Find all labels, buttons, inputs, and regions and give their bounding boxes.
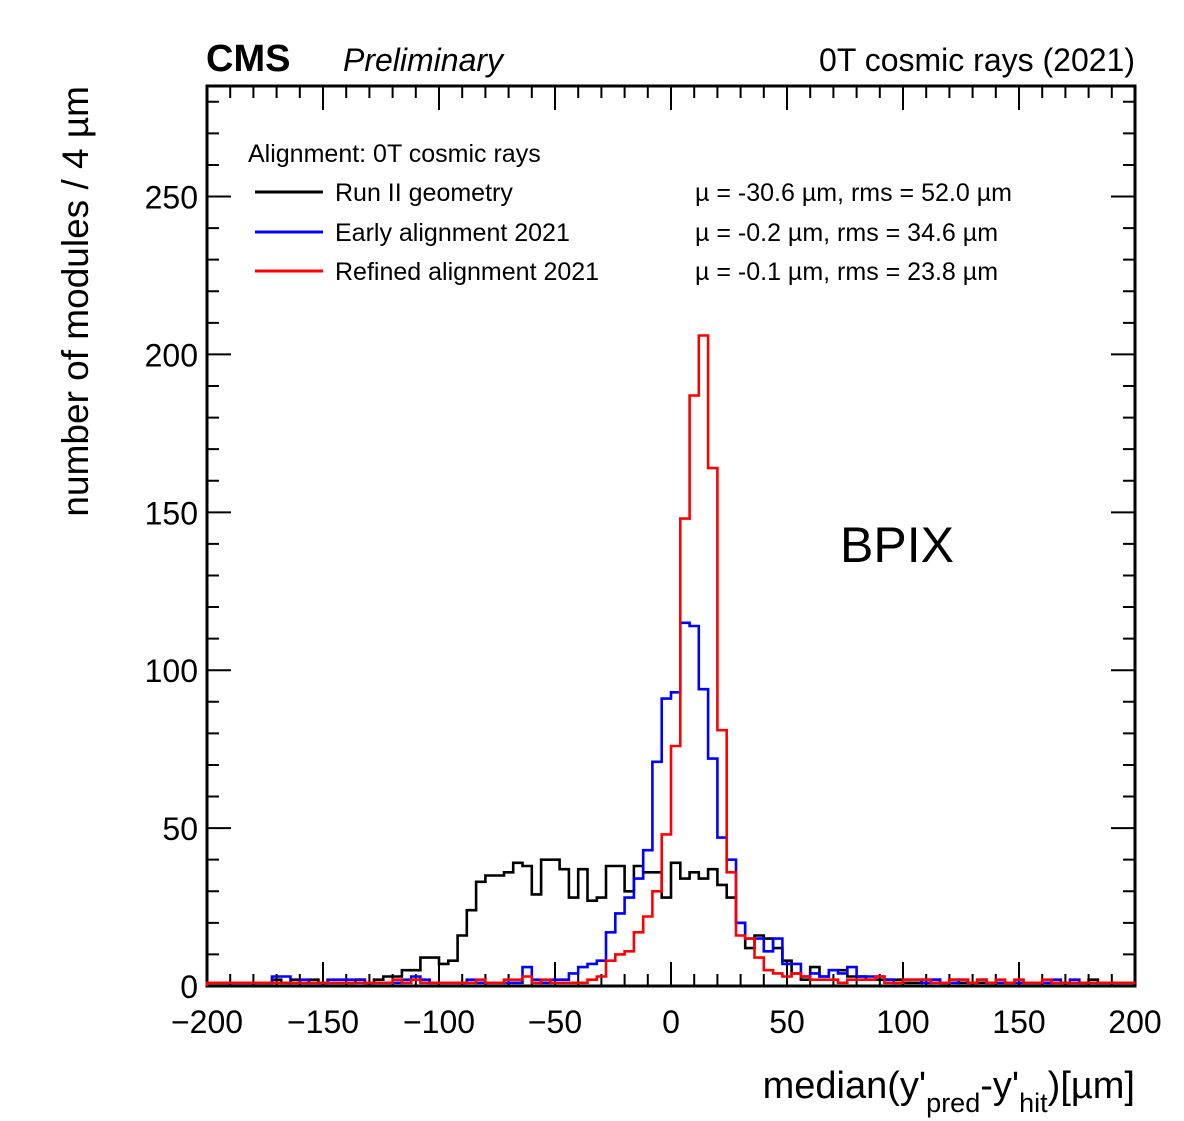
histogram-series xyxy=(205,334,1137,986)
legend-stats-early: µ = -0.2 µm, rms = 34.6 µm xyxy=(695,219,998,247)
bpix-annotation: BPIX xyxy=(840,517,954,573)
x-axis-label-part: -y' xyxy=(980,1065,1019,1107)
legend-stats-run2: µ = -30.6 µm, rms = 52.0 µm xyxy=(695,179,1012,207)
x-tick-label: 150 xyxy=(992,1004,1045,1040)
x-tick-label: −50 xyxy=(528,1004,582,1040)
y-tick-label: 250 xyxy=(145,180,198,216)
x-tick-label: −100 xyxy=(403,1004,475,1040)
x-tick-labels: −200 −150 −100 −50 0 50 100 150 200 xyxy=(171,1004,1162,1040)
y-tick-label: 150 xyxy=(145,495,198,531)
experiment-label: CMS xyxy=(206,38,290,80)
legend-label-run2: Run II geometry xyxy=(335,179,513,207)
x-axis-label-text: median(y'pred-y'hit)[µm] xyxy=(763,1065,1135,1118)
x-axis-label-part: )[µm] xyxy=(1048,1065,1135,1107)
x-tick-label: 0 xyxy=(662,1004,680,1040)
histogram-series-2 xyxy=(205,334,1135,986)
x-tick-label: −150 xyxy=(287,1004,359,1040)
legend-entry-refined: Refined alignment 2021 µ = -0.1 µm, rms … xyxy=(255,258,998,286)
legend: Alignment: 0T cosmic rays Run II geometr… xyxy=(248,140,1012,286)
x-tick-label: −200 xyxy=(171,1004,243,1040)
x-tick-label: 100 xyxy=(876,1004,929,1040)
legend-label-refined: Refined alignment 2021 xyxy=(335,258,599,286)
y-tick-label: 100 xyxy=(145,653,198,689)
x-axis-label-part: median(y' xyxy=(763,1065,927,1107)
status-label: Preliminary xyxy=(343,42,505,78)
legend-label-early: Early alignment 2021 xyxy=(335,219,570,247)
x-axis-label: median(y'pred-y'hit)[µm] xyxy=(763,1065,1135,1118)
x-axis-label-subscript: pred xyxy=(926,1088,980,1118)
y-axis-label: number of modules / 4 µm xyxy=(55,86,96,517)
x-tick-label: 50 xyxy=(769,1004,805,1040)
x-tick-label: 200 xyxy=(1108,1004,1161,1040)
legend-entry-early: Early alignment 2021 µ = -0.2 µm, rms = … xyxy=(255,219,998,247)
y-tick-label: 50 xyxy=(162,811,198,847)
dataset-label: 0T cosmic rays (2021) xyxy=(819,42,1135,78)
y-tick-labels: 0 50 100 150 200 250 xyxy=(145,180,198,1005)
y-tick-label: 200 xyxy=(145,337,198,373)
legend-title: Alignment: 0T cosmic rays xyxy=(248,140,541,168)
x-axis-label-subscript: hit xyxy=(1019,1088,1048,1118)
y-tick-label: 0 xyxy=(180,969,198,1005)
legend-entry-run2: Run II geometry µ = -30.6 µm, rms = 52.0… xyxy=(255,179,1012,207)
legend-stats-refined: µ = -0.1 µm, rms = 23.8 µm xyxy=(695,258,998,286)
